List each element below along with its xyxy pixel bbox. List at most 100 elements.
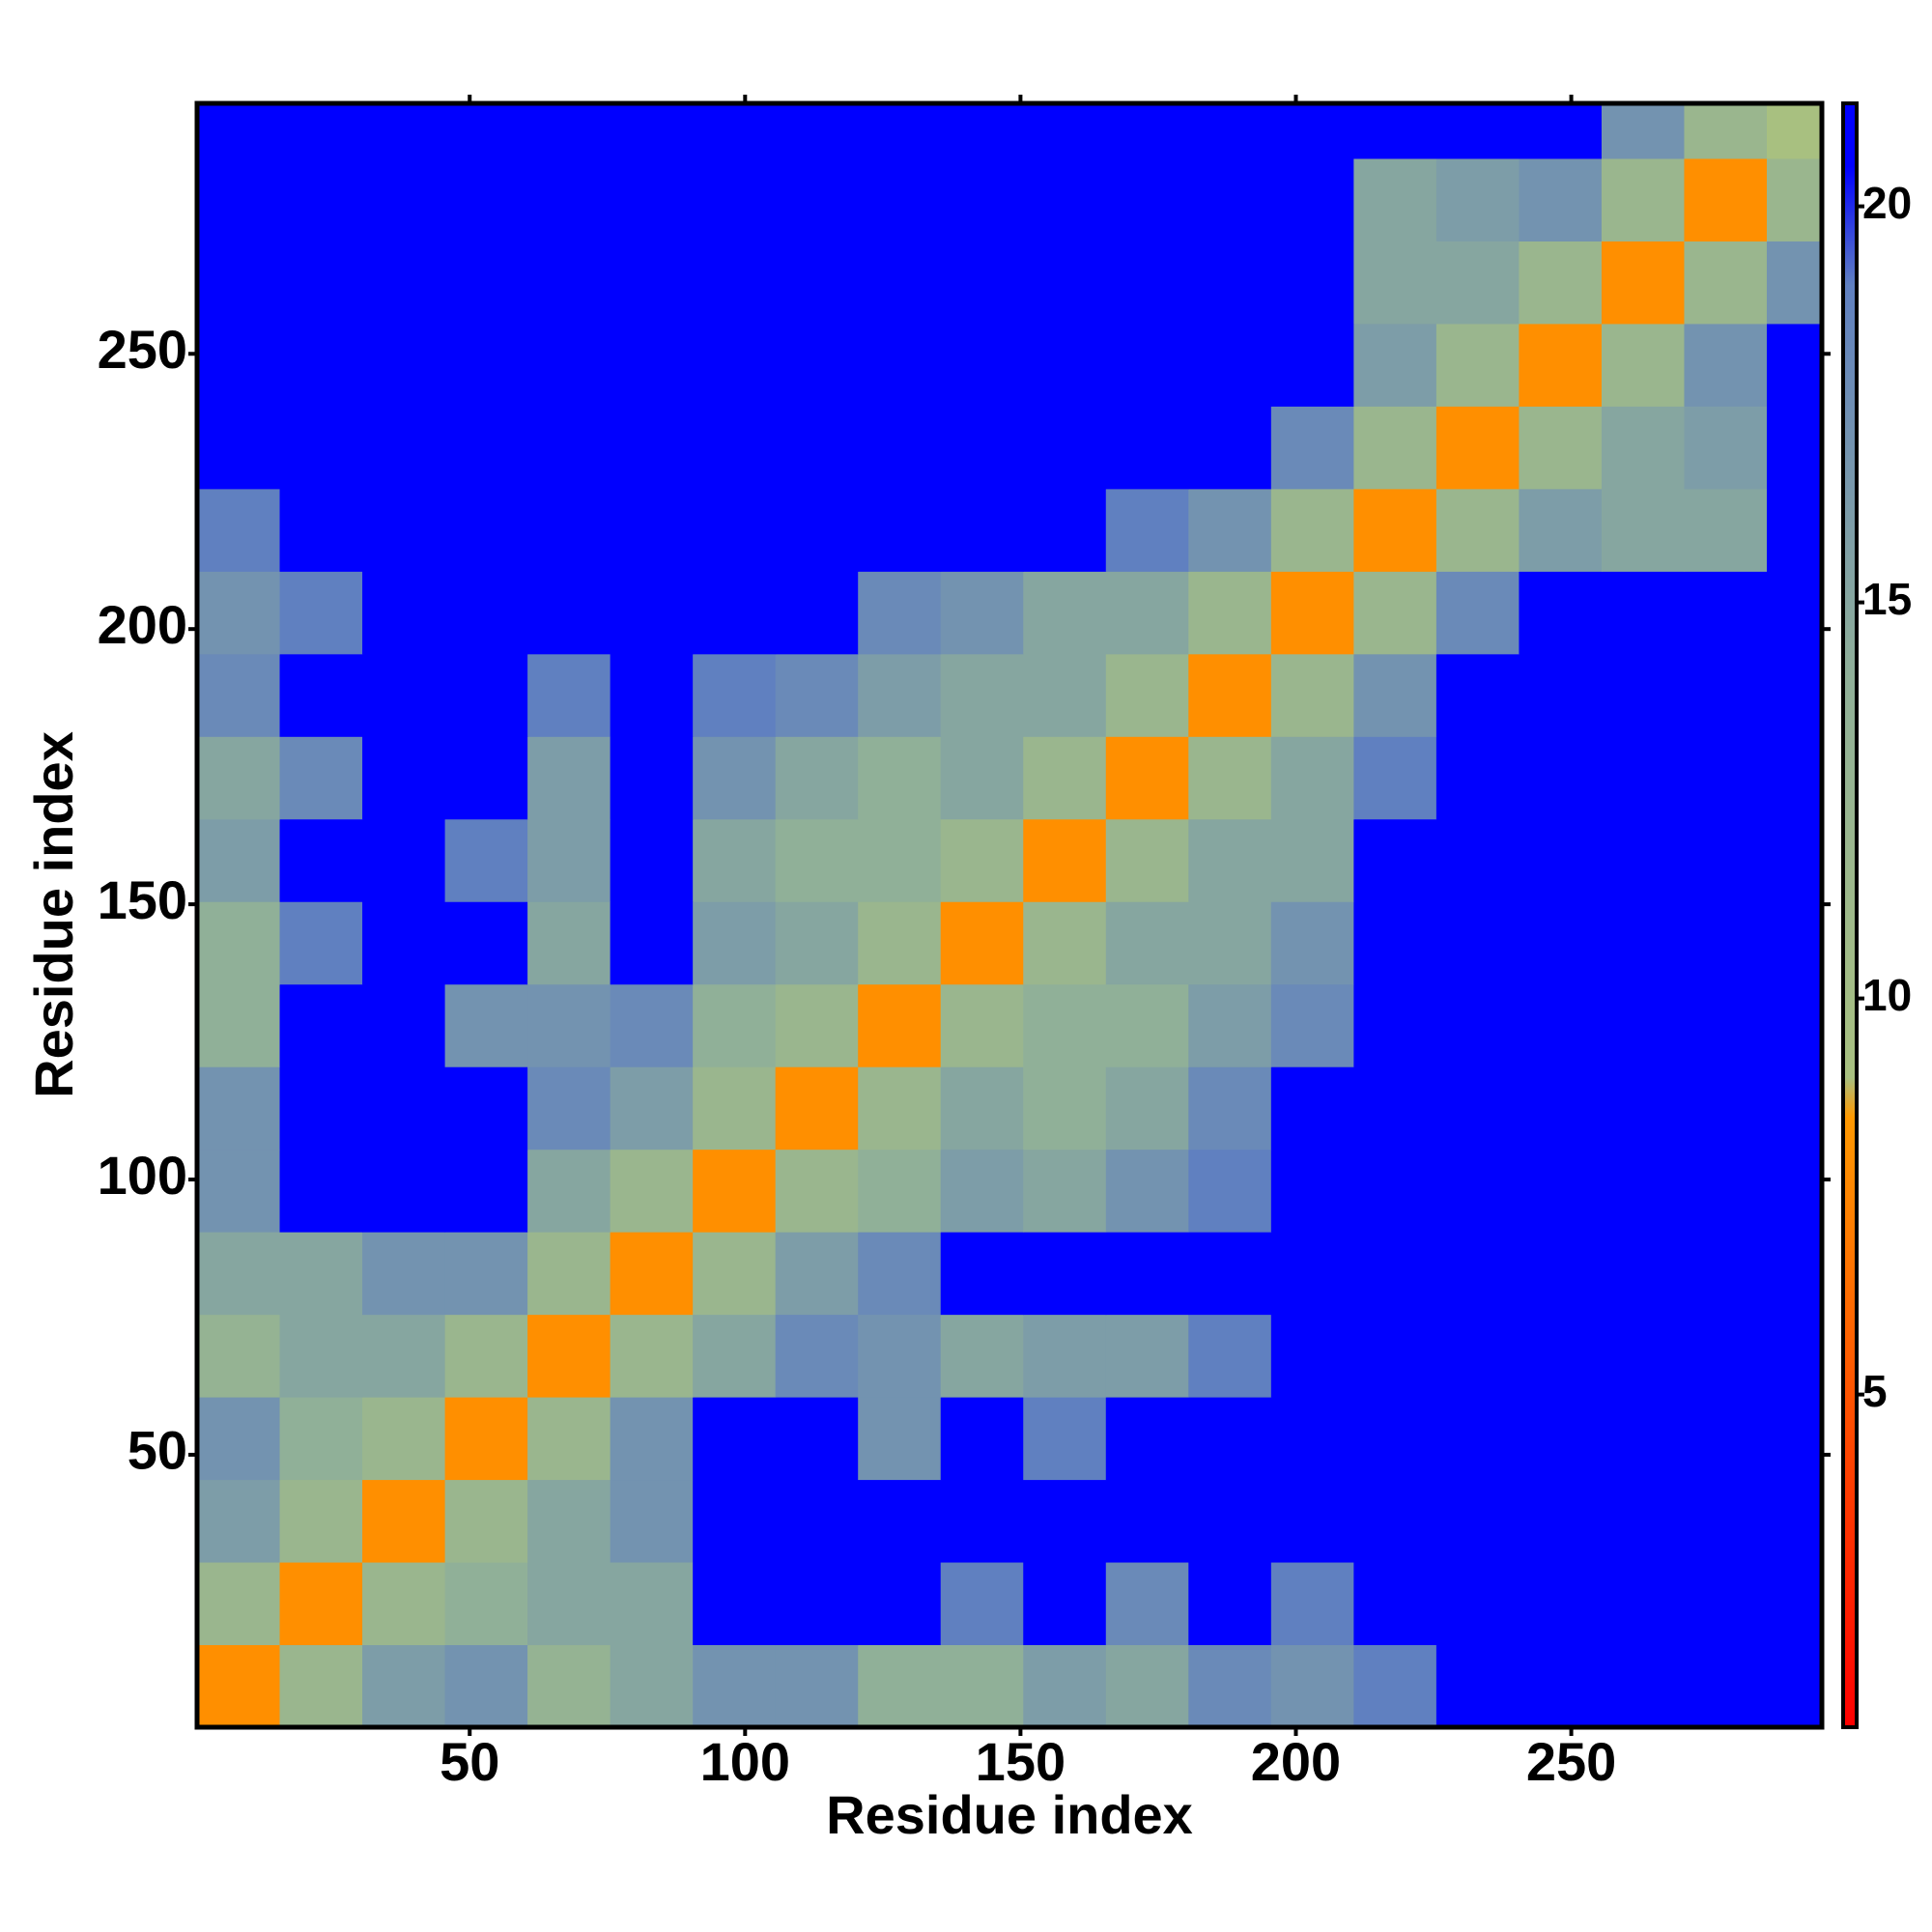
heatmap-cell xyxy=(1270,736,1354,820)
heatmap-cell xyxy=(1435,488,1520,572)
heatmap-cell xyxy=(527,1479,611,1563)
heatmap-cell xyxy=(1435,1479,1520,1563)
heatmap-cell xyxy=(1435,323,1520,407)
heatmap-cell xyxy=(197,1149,281,1233)
heatmap-cell xyxy=(1684,1314,1768,1398)
heatmap-cell xyxy=(1684,1149,1768,1233)
heatmap-cell xyxy=(693,157,777,242)
heatmap-cell xyxy=(444,323,528,407)
heatmap-cell xyxy=(775,1562,859,1646)
heatmap-cell xyxy=(610,983,694,1067)
heatmap-cell xyxy=(444,406,528,490)
heatmap-cell xyxy=(610,1149,694,1233)
heatmap-cell xyxy=(1435,241,1520,325)
heatmap-cell xyxy=(1188,818,1272,902)
heatmap-cell xyxy=(693,901,777,985)
heatmap-cell xyxy=(1270,241,1354,325)
heatmap-cell xyxy=(1766,983,1823,1067)
heatmap-cell xyxy=(1270,571,1354,655)
heatmap-cell xyxy=(1435,1149,1520,1233)
heatmap-cell xyxy=(1270,1644,1354,1728)
heatmap-cell xyxy=(1684,1397,1768,1481)
heatmap-cell xyxy=(279,323,363,407)
heatmap-cell xyxy=(940,241,1024,325)
heatmap-cell xyxy=(1353,103,1437,159)
heatmap-cell xyxy=(940,736,1024,820)
heatmap-cell xyxy=(1601,1479,1685,1563)
heatmap-cell xyxy=(1353,1644,1437,1728)
heatmap-cell xyxy=(1105,1644,1189,1728)
heatmap-cell xyxy=(279,406,363,490)
colorbar-tick-label: 5 xyxy=(1862,1366,1888,1416)
heatmap-cell xyxy=(1601,323,1685,407)
heatmap-cell xyxy=(527,323,611,407)
heatmap-cell xyxy=(858,488,942,572)
heatmap-cell xyxy=(775,488,859,572)
heatmap-cell xyxy=(527,653,611,737)
heatmap-cell xyxy=(1766,1562,1823,1646)
heatmap-cell xyxy=(197,571,281,655)
heatmap-cell xyxy=(279,983,363,1067)
heatmap-cell xyxy=(527,103,611,159)
heatmap-cell xyxy=(775,1066,859,1151)
heatmap-cell xyxy=(940,1644,1024,1728)
heatmap-cell xyxy=(858,1149,942,1233)
heatmap-cell xyxy=(1023,1066,1107,1151)
heatmap-cell xyxy=(940,1232,1024,1316)
heatmap-cell xyxy=(527,736,611,820)
heatmap-cell xyxy=(693,653,777,737)
heatmap-cell xyxy=(693,1479,777,1563)
heatmap-cell xyxy=(610,103,694,159)
heatmap-cell xyxy=(1270,1562,1354,1646)
heatmap-cell xyxy=(1270,488,1354,572)
heatmap-cell xyxy=(1023,901,1107,985)
heatmap-cell xyxy=(1519,157,1603,242)
heatmap-cell xyxy=(197,901,281,985)
heatmap-cell xyxy=(775,1232,859,1316)
y-tick-label: 150 xyxy=(98,869,187,930)
plot-frame xyxy=(194,100,1825,1730)
heatmap-cell xyxy=(1766,1066,1823,1151)
heatmap-cell xyxy=(362,1066,446,1151)
heatmap-cell xyxy=(1023,983,1107,1067)
heatmap-cell xyxy=(1601,653,1685,737)
heatmap-cell xyxy=(940,323,1024,407)
heatmap-cell xyxy=(1353,488,1437,572)
heatmap-cell xyxy=(693,241,777,325)
heatmap-cell xyxy=(444,653,528,737)
heatmap-cell xyxy=(1105,653,1189,737)
heatmap-cell xyxy=(1519,1479,1603,1563)
heatmap-cell xyxy=(444,1149,528,1233)
heatmap-cell xyxy=(1766,323,1823,407)
heatmap-cell xyxy=(940,1397,1024,1481)
heatmap-cell xyxy=(444,1562,528,1646)
heatmap-cell xyxy=(444,1479,528,1563)
heatmap-cell xyxy=(362,406,446,490)
heatmap-cell xyxy=(775,241,859,325)
heatmap-cell xyxy=(444,1066,528,1151)
heatmap-cell xyxy=(1601,103,1685,159)
heatmap-cell xyxy=(197,736,281,820)
heatmap-cell xyxy=(279,1232,363,1316)
heatmap-cell xyxy=(527,571,611,655)
heatmap-cell xyxy=(858,736,942,820)
heatmap-cell xyxy=(279,1562,363,1646)
heatmap-cell xyxy=(693,488,777,572)
heatmap-cell xyxy=(1105,983,1189,1067)
heatmap-cell xyxy=(1601,1397,1685,1481)
heatmap-cell xyxy=(362,103,446,159)
heatmap-cell xyxy=(1766,901,1823,985)
heatmap-cell xyxy=(1270,1397,1354,1481)
heatmap-cell xyxy=(1353,901,1437,985)
heatmap-cell xyxy=(1435,983,1520,1067)
heatmap-cell xyxy=(444,1644,528,1728)
heatmap-cell xyxy=(279,1149,363,1233)
heatmap-cell xyxy=(1105,406,1189,490)
heatmap-cell xyxy=(279,103,363,159)
heatmap-cell xyxy=(1519,1149,1603,1233)
x-tick-label: 250 xyxy=(1526,1731,1616,1792)
heatmap-cell xyxy=(1023,1232,1107,1316)
heatmap-cell xyxy=(940,818,1024,902)
heatmap-cell xyxy=(1270,983,1354,1067)
